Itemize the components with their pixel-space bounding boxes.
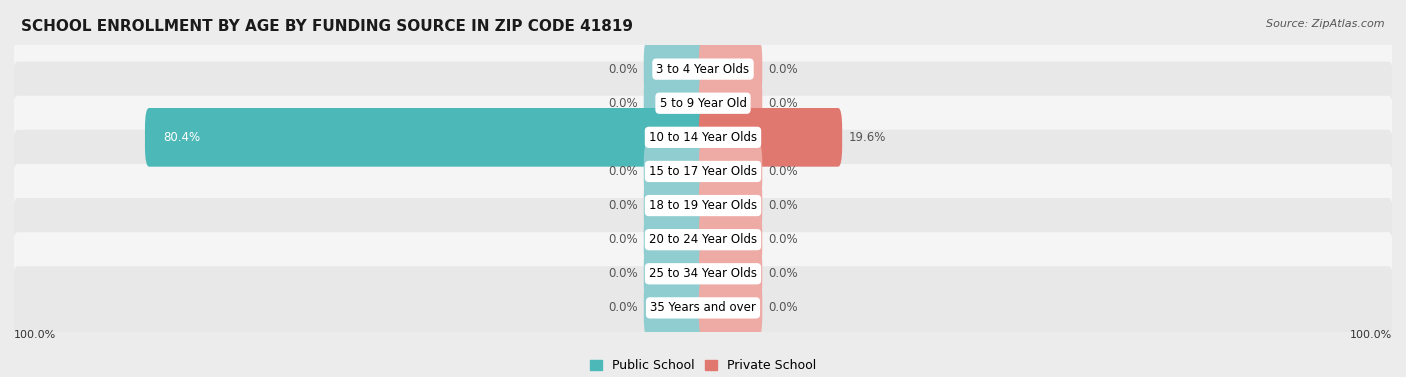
FancyBboxPatch shape [644,142,707,201]
FancyBboxPatch shape [644,244,707,303]
FancyBboxPatch shape [699,210,762,269]
Text: 80.4%: 80.4% [163,131,200,144]
FancyBboxPatch shape [699,279,762,337]
FancyBboxPatch shape [13,130,1393,213]
Text: 0.0%: 0.0% [607,301,637,314]
FancyBboxPatch shape [13,61,1393,145]
Text: 0.0%: 0.0% [769,267,799,280]
Text: 15 to 17 Year Olds: 15 to 17 Year Olds [650,165,756,178]
Text: 3 to 4 Year Olds: 3 to 4 Year Olds [657,63,749,76]
Text: 0.0%: 0.0% [607,267,637,280]
FancyBboxPatch shape [13,28,1393,111]
Text: 0.0%: 0.0% [769,301,799,314]
Legend: Public School, Private School: Public School, Private School [585,354,821,377]
Text: 0.0%: 0.0% [769,63,799,76]
Text: 0.0%: 0.0% [607,63,637,76]
FancyBboxPatch shape [699,244,762,303]
FancyBboxPatch shape [699,176,762,235]
Text: 0.0%: 0.0% [607,233,637,246]
Text: 100.0%: 100.0% [1350,330,1392,340]
FancyBboxPatch shape [13,164,1393,247]
Text: 35 Years and over: 35 Years and over [650,301,756,314]
FancyBboxPatch shape [13,232,1393,316]
Text: 18 to 19 Year Olds: 18 to 19 Year Olds [650,199,756,212]
Text: 0.0%: 0.0% [769,97,799,110]
Text: SCHOOL ENROLLMENT BY AGE BY FUNDING SOURCE IN ZIP CODE 41819: SCHOOL ENROLLMENT BY AGE BY FUNDING SOUR… [21,19,633,34]
FancyBboxPatch shape [699,142,762,201]
FancyBboxPatch shape [699,108,842,167]
FancyBboxPatch shape [13,198,1393,281]
Text: 5 to 9 Year Old: 5 to 9 Year Old [659,97,747,110]
Text: 0.0%: 0.0% [607,165,637,178]
Text: 0.0%: 0.0% [769,165,799,178]
FancyBboxPatch shape [644,210,707,269]
FancyBboxPatch shape [13,96,1393,179]
Text: 10 to 14 Year Olds: 10 to 14 Year Olds [650,131,756,144]
FancyBboxPatch shape [644,74,707,133]
FancyBboxPatch shape [644,40,707,98]
FancyBboxPatch shape [644,279,707,337]
Text: 100.0%: 100.0% [14,330,56,340]
FancyBboxPatch shape [699,40,762,98]
Text: 25 to 34 Year Olds: 25 to 34 Year Olds [650,267,756,280]
Text: 0.0%: 0.0% [607,97,637,110]
FancyBboxPatch shape [644,176,707,235]
FancyBboxPatch shape [699,74,762,133]
Text: 0.0%: 0.0% [769,233,799,246]
Text: Source: ZipAtlas.com: Source: ZipAtlas.com [1267,19,1385,29]
Text: 0.0%: 0.0% [607,199,637,212]
Text: 20 to 24 Year Olds: 20 to 24 Year Olds [650,233,756,246]
FancyBboxPatch shape [13,266,1393,349]
FancyBboxPatch shape [145,108,707,167]
Text: 0.0%: 0.0% [769,199,799,212]
Text: 19.6%: 19.6% [848,131,886,144]
